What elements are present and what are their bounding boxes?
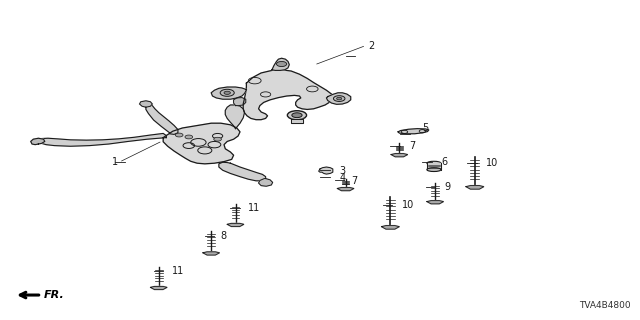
Ellipse shape: [333, 96, 345, 101]
Polygon shape: [427, 201, 444, 204]
Circle shape: [276, 61, 287, 67]
Polygon shape: [326, 93, 351, 104]
Polygon shape: [163, 123, 240, 164]
Polygon shape: [225, 105, 244, 129]
Ellipse shape: [337, 97, 342, 100]
Text: 10: 10: [486, 158, 499, 168]
Text: 11: 11: [248, 203, 260, 213]
Ellipse shape: [292, 113, 302, 118]
Text: 5: 5: [422, 123, 429, 133]
Circle shape: [185, 135, 193, 139]
Text: FR.: FR.: [44, 290, 64, 300]
Polygon shape: [219, 162, 266, 181]
Text: 7: 7: [410, 140, 416, 151]
Ellipse shape: [427, 168, 441, 172]
Circle shape: [175, 133, 183, 137]
Polygon shape: [391, 154, 408, 157]
Ellipse shape: [220, 89, 234, 96]
Text: 3: 3: [339, 166, 346, 176]
Polygon shape: [427, 163, 441, 170]
Text: TVA4B4800: TVA4B4800: [579, 301, 630, 310]
Polygon shape: [272, 58, 289, 70]
Ellipse shape: [287, 111, 307, 120]
Polygon shape: [398, 129, 429, 134]
Text: 1: 1: [112, 156, 118, 167]
Polygon shape: [211, 87, 246, 99]
Polygon shape: [38, 133, 166, 146]
Polygon shape: [140, 101, 152, 107]
Polygon shape: [259, 179, 273, 186]
Polygon shape: [291, 119, 303, 123]
Text: 4: 4: [339, 172, 346, 183]
Polygon shape: [31, 138, 45, 145]
Text: 9: 9: [445, 182, 451, 192]
Polygon shape: [203, 252, 220, 255]
Text: 10: 10: [402, 200, 414, 210]
Ellipse shape: [224, 91, 230, 94]
Text: 2: 2: [368, 41, 374, 52]
Ellipse shape: [427, 161, 441, 165]
Polygon shape: [150, 286, 167, 290]
Circle shape: [214, 137, 221, 141]
Polygon shape: [337, 188, 354, 191]
Polygon shape: [381, 226, 399, 229]
Polygon shape: [146, 105, 178, 134]
Text: 8: 8: [221, 231, 227, 241]
Polygon shape: [466, 186, 484, 189]
Polygon shape: [227, 223, 244, 227]
Polygon shape: [234, 98, 246, 106]
Text: 6: 6: [442, 156, 448, 167]
Text: 7: 7: [351, 176, 357, 186]
Polygon shape: [319, 167, 333, 174]
Polygon shape: [243, 70, 333, 120]
Text: 11: 11: [172, 266, 184, 276]
